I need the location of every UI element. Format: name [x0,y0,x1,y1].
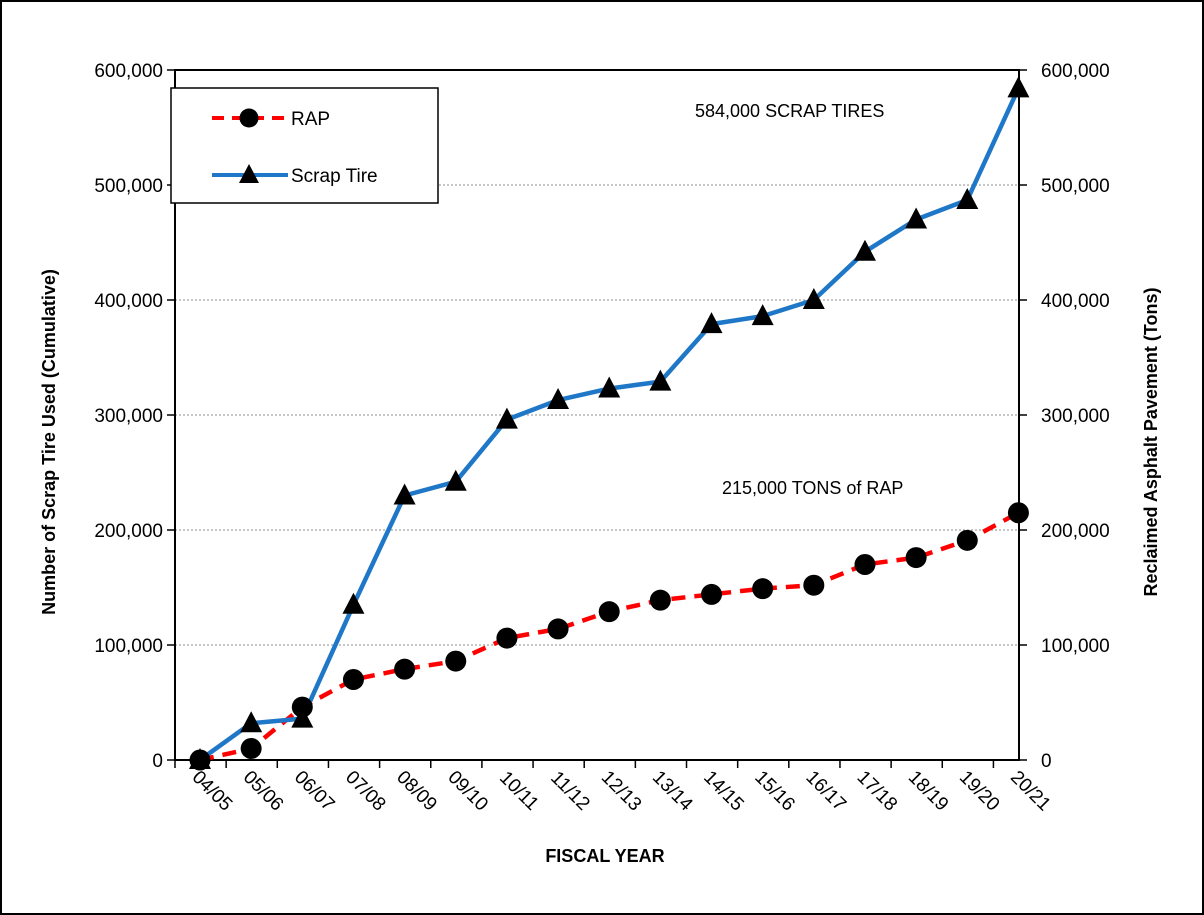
rap-point [956,529,978,551]
scrap-tire-point [751,304,774,326]
annotation-rap: 215,000 TONS of RAP [722,478,903,498]
scrap-tire-point [1007,76,1030,98]
y2-tick-label: 300,000 [1041,406,1110,427]
y2-tick-label: 400,000 [1041,291,1110,312]
legend-tire-marker [239,164,259,183]
scrap-tire-point [495,407,518,429]
scrap-tire-point [956,187,979,209]
y-tick-label: 400,000 [94,291,163,312]
legend-box [170,87,439,204]
y2-tick-label: 600,000 [1041,61,1110,82]
y-tick-label: 0 [152,751,163,772]
scrap-tire-point [342,592,365,614]
rap-point [649,589,671,611]
rap-point [547,618,569,640]
scrap-tire-point [802,288,825,309]
legend-rap-marker [239,108,259,128]
y-tick-label: 200,000 [94,521,163,542]
scrap-tire-point [649,369,672,391]
rap-point [445,650,467,672]
scrap-tire-point [393,483,416,505]
rap-point [240,738,262,759]
scrap-tire-point [291,706,314,728]
scrap-tire-point [189,748,211,769]
rap-point [803,574,825,596]
rap-point [342,669,364,690]
y2-tick-label: 500,000 [1041,176,1110,197]
scrap-tire-point [240,711,263,733]
scrap-tire-point [853,239,876,261]
y-tick-label: 500,000 [94,176,163,197]
series-layer [189,76,1030,771]
scrap-tire-point [598,376,621,398]
rap-point [905,547,927,569]
scrap-tire-point [547,388,570,410]
rap-point [598,601,620,623]
scrap-tire-point [905,207,928,229]
legend-rap-label: RAP [291,109,330,130]
legend-tire-label: Scrap Tire [291,166,378,187]
y2-tick-label: 0 [1041,751,1052,772]
rap-point [701,583,723,605]
y2-tick-label: 200,000 [1041,521,1110,542]
rap-point [394,658,416,680]
y2-axis-title: Reclaimed Asphalt Pavement (Tons) [1141,287,1161,596]
y-tick-label: 100,000 [94,636,163,657]
rap-point [1007,502,1029,524]
y-axis-title: Number of Scrap Tire Used (Cumulative) [39,269,59,615]
y-tick-label: 300,000 [94,406,163,427]
scrap-tire-point [444,469,467,491]
rap-point [854,554,876,575]
scrap-tire-point [700,312,723,334]
rap-point [496,627,518,649]
legend: RAP Scrap Tire [170,87,439,204]
y-tick-label: 600,000 [94,61,163,82]
annotation-scrap-tires: 584,000 SCRAP TIRES [695,101,884,121]
x-axis-title: FISCAL YEAR [545,846,664,866]
rap-point [752,578,774,600]
y2-tick-label: 100,000 [1041,636,1110,657]
